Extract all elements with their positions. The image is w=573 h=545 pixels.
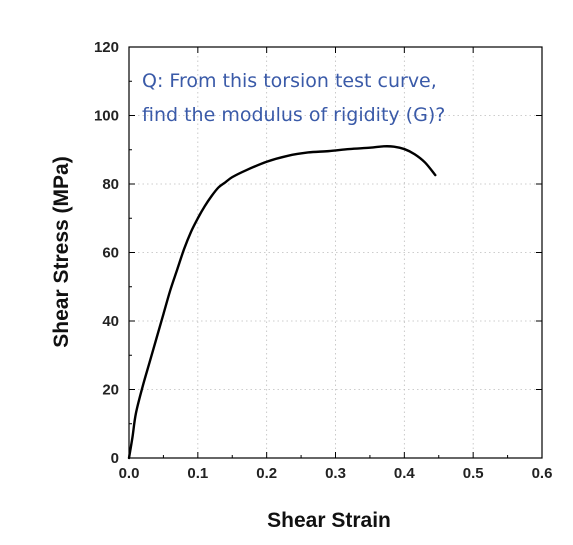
x-tick-labels: 0.0 0.1 0.2 0.3 0.4 0.5 0.6 [119,465,553,482]
annotation-line-2: find the modulus of rigidity (G)? [142,104,445,126]
y-axis-title: Shear Stress (MPa) [50,156,73,347]
x-tick-label: 0.5 [463,465,484,482]
x-tick-label: 0.1 [187,465,208,482]
y-tick-label: 100 [94,108,119,125]
x-tick-label: 0.4 [394,465,416,482]
y-tick-label: 20 [102,382,119,399]
curve-points [129,146,436,458]
stress-strain-curve [127,145,437,460]
axis-ticks [128,46,543,459]
y-tick-label: 120 [94,39,119,56]
x-tick-label: 0.0 [119,465,140,482]
y-tick-label: 80 [102,176,119,193]
y-tick-label: 0 [111,450,119,467]
y-tick-label: 60 [102,245,119,262]
grid [129,47,542,458]
x-tick-label: 0.3 [325,465,346,482]
y-tick-label: 40 [102,313,119,330]
annotation-line-1: Q: From this torsion test curve, [142,70,437,92]
x-tick-label: 0.2 [256,465,277,482]
x-tick-label: 0.6 [532,465,553,482]
y-tick-labels: 0 20 40 60 80 100 120 [94,39,119,467]
x-axis-title: Shear Strain [267,509,391,532]
